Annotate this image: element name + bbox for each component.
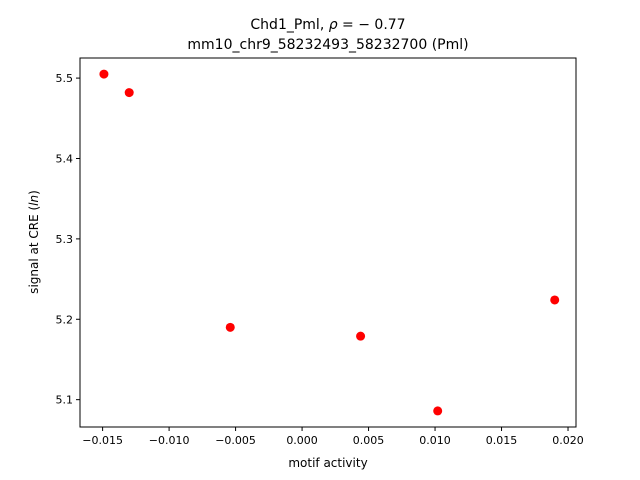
chart-title-line2: mm10_chr9_58232493_58232700 (Pml): [187, 37, 468, 53]
x-tick-label: 0.020: [552, 434, 584, 447]
data-point: [124, 88, 134, 98]
title-rho-symbol: ρ: [329, 17, 338, 33]
plot-area-frame: [79, 57, 577, 428]
y-tick-label: 5.1: [56, 394, 74, 407]
data-point: [356, 331, 366, 341]
data-point: [225, 322, 235, 332]
x-tick-label: 0.005: [353, 434, 385, 447]
y-tick-label: 5.2: [56, 313, 74, 326]
y-tick-label: 5.5: [56, 72, 74, 85]
y-label-suffix: ): [27, 190, 41, 195]
x-axis-ticks: −0.015 −0.010 −0.005 0.000 0.005 0.010 0.015 0.…: [82, 427, 584, 447]
x-tick-label: 0.015: [486, 434, 518, 447]
x-tick-label: −0.005: [215, 434, 256, 447]
y-tick-label: 5.4: [56, 152, 74, 165]
title-prefix: Chd1_Pml,: [250, 17, 328, 33]
y-axis-ticks: 5.1 5.2 5.3 5.4 5.5: [56, 72, 80, 407]
title-rho-value: = − 0.77: [338, 17, 406, 33]
y-tick-label: 5.3: [56, 233, 74, 246]
x-tick-label: 0.010: [419, 434, 451, 447]
scatter-points: [99, 69, 560, 416]
y-label-prefix: signal at CRE (: [27, 206, 41, 294]
y-axis-label: signal at CRE (ln): [27, 190, 41, 294]
x-tick-label: −0.015: [82, 434, 123, 447]
y-label-italic: ln: [27, 195, 41, 206]
x-tick-label: −0.010: [149, 434, 190, 447]
x-tick-label: 0.000: [286, 434, 318, 447]
chart-title-line1: Chd1_Pml, ρ = − 0.77: [250, 17, 405, 33]
data-point: [99, 69, 109, 79]
x-axis-label: motif activity: [288, 456, 367, 470]
data-point: [550, 295, 560, 305]
data-point: [433, 406, 443, 416]
